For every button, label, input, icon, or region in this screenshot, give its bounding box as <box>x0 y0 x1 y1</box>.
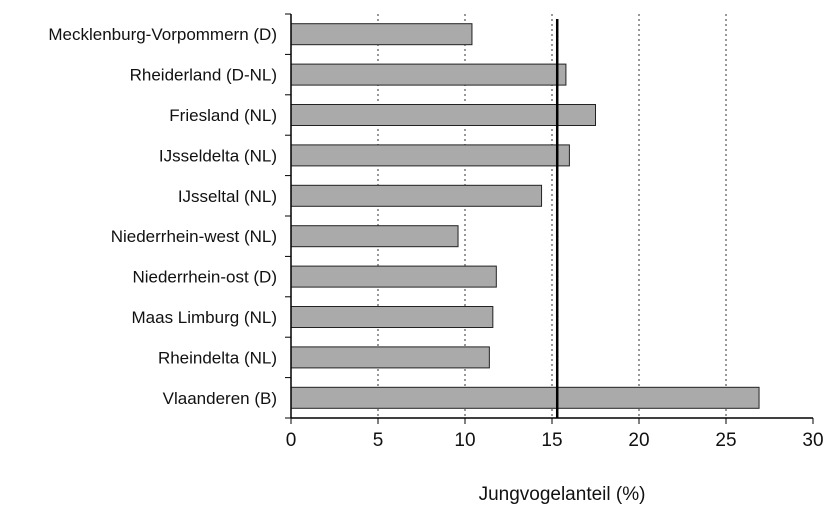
category-label: Rheiderland (D-NL) <box>130 66 277 85</box>
bars <box>290 23 760 409</box>
bar <box>290 386 760 409</box>
x-tick-label: 10 <box>454 430 475 451</box>
category-label: IJsseltal (NL) <box>178 187 277 206</box>
category-label: Niederrhein-ost (D) <box>132 268 277 287</box>
category-label: Maas Limburg (NL) <box>132 308 278 327</box>
axes <box>285 13 814 424</box>
bar <box>290 346 490 369</box>
x-tick-label: 30 <box>802 430 823 451</box>
bar <box>290 144 570 167</box>
x-tick-label: 5 <box>373 430 384 451</box>
category-label: Niederrhein-west (NL) <box>111 227 277 246</box>
category-label: Vlaanderen (B) <box>163 389 277 408</box>
category-label: Rheindelta (NL) <box>158 348 277 367</box>
bar <box>290 306 494 328</box>
x-tick-label: 15 <box>541 430 562 451</box>
tick-labels: 0 5 10 15 20 25 30 <box>286 430 824 451</box>
category-label: Friesland (NL) <box>169 106 277 125</box>
x-tick-label: 25 <box>715 430 736 451</box>
x-tick-label: 0 <box>286 430 297 451</box>
bar <box>290 225 459 248</box>
category-label: Mecklenburg-Vorpommern (D) <box>48 25 277 44</box>
category-labels: Mecklenburg-Vorpommern (D) Rheiderland (D… <box>48 25 277 408</box>
x-tick-label: 20 <box>628 430 649 451</box>
category-label: IJsseldelta (NL) <box>159 146 277 165</box>
bar <box>290 63 567 86</box>
bar <box>290 265 497 288</box>
bar <box>290 184 543 207</box>
bar <box>290 104 596 126</box>
bar <box>290 23 473 46</box>
x-axis-title: Jungvogelanteil (%) <box>479 484 646 505</box>
